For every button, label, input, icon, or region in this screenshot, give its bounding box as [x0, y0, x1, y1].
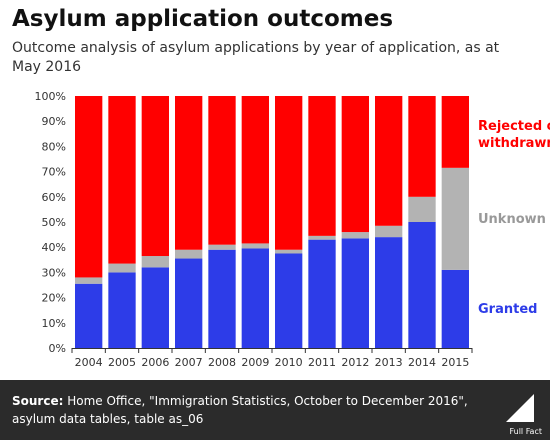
stacked-bar-chart: 0%10%20%30%40%50%60%70%80%90%100% 2004 20… [35, 90, 550, 369]
y-tick-label: 10% [42, 317, 66, 330]
y-tick-label: 30% [42, 266, 66, 279]
bar-segment-granted-2015 [441, 269, 469, 348]
bar-segment-rejected-or-withdrawn-2013 [375, 96, 403, 226]
bar-segment-rejected-or-withdrawn-2010 [275, 96, 303, 250]
x-tick-label: 2005 [108, 356, 136, 369]
footer: Source: Home Office, "Immigration Statis… [0, 380, 550, 440]
y-axis: 0% 10% 20% 30% 40% 50% 60% 70% 80% 90% 100% [35, 90, 66, 355]
y-tick-label: 60% [42, 191, 66, 204]
source-text: Home Office, "Immigration Statistics, Oc… [12, 394, 468, 426]
bar-segment-unknown-2004 [75, 277, 103, 284]
legend-label-rejected: Rejected or [478, 119, 550, 134]
source-label: Source: [12, 394, 64, 408]
bar-segment-granted-2007 [175, 258, 203, 348]
bar-segment-unknown-2011 [308, 235, 336, 240]
full-fact-logo-icon [506, 394, 534, 422]
bar-segment-granted-2013 [375, 237, 403, 348]
bar-segment-granted-2012 [341, 238, 369, 348]
bar-segment-unknown-2009 [241, 243, 269, 249]
bar-segment-unknown-2012 [341, 232, 369, 239]
bars [75, 96, 469, 348]
x-tick-label: 2010 [275, 356, 303, 369]
bar-segment-rejected-or-withdrawn-2011 [308, 96, 336, 236]
bar-segment-granted-2005 [108, 272, 136, 348]
bar-segment-rejected-or-withdrawn-2007 [175, 96, 203, 250]
bar-segment-unknown-2015 [441, 167, 469, 270]
bar-segment-unknown-2008 [208, 244, 236, 250]
x-tick-label: 2015 [441, 356, 469, 369]
x-tick-label: 2013 [375, 356, 403, 369]
bar-segment-unknown-2014 [408, 196, 436, 222]
bar-segment-rejected-or-withdrawn-2014 [408, 96, 436, 197]
bar-segment-rejected-or-withdrawn-2006 [141, 96, 169, 257]
y-tick-label: 80% [42, 140, 66, 153]
x-axis: 2004 2005 2006 2007 2008 2009 2010 2011 2012 2013… [71, 348, 473, 369]
y-tick-label: 0% [49, 342, 66, 355]
logo-text: Full Fact [509, 427, 542, 436]
bar-segment-rejected-or-withdrawn-2008 [208, 96, 236, 245]
x-tick-label: 2014 [408, 356, 436, 369]
bar-segment-granted-2008 [208, 249, 236, 348]
x-tick-label: 2006 [141, 356, 169, 369]
bar-segment-granted-2004 [75, 283, 103, 348]
legend-label-rejected: withdrawn [478, 136, 550, 151]
source-note: Source: Home Office, "Immigration Statis… [12, 392, 482, 428]
x-tick-label: 2008 [208, 356, 236, 369]
bar-segment-unknown-2013 [375, 225, 403, 238]
bar-segment-unknown-2006 [141, 256, 169, 268]
legend: Rejected or withdrawn Unknown Granted [478, 119, 550, 317]
bar-segment-rejected-or-withdrawn-2005 [108, 96, 136, 264]
bar-segment-rejected-or-withdrawn-2015 [441, 96, 469, 168]
bar-segment-granted-2011 [308, 239, 336, 348]
bar-segment-rejected-or-withdrawn-2004 [75, 96, 103, 278]
y-tick-label: 100% [35, 90, 66, 103]
bar-segment-rejected-or-withdrawn-2009 [241, 96, 269, 244]
y-tick-label: 70% [42, 166, 66, 179]
x-tick-label: 2007 [175, 356, 203, 369]
y-tick-label: 90% [42, 115, 66, 128]
bar-segment-granted-2006 [141, 267, 169, 348]
x-tick-label: 2011 [308, 356, 336, 369]
bar-segment-rejected-or-withdrawn-2012 [341, 96, 369, 233]
bar-segment-granted-2009 [241, 248, 269, 348]
legend-label-unknown: Unknown [478, 212, 546, 227]
bar-segment-unknown-2010 [275, 249, 303, 254]
bar-segment-granted-2010 [275, 253, 303, 348]
y-tick-label: 50% [42, 216, 66, 229]
x-tick-label: 2012 [341, 356, 369, 369]
y-tick-label: 20% [42, 292, 66, 305]
bar-segment-granted-2014 [408, 222, 436, 348]
legend-label-granted: Granted [478, 302, 537, 317]
bar-segment-unknown-2007 [175, 249, 203, 259]
x-tick-label: 2004 [75, 356, 103, 369]
chart-subtitle: Outcome analysis of asylum applications … [12, 40, 500, 75]
chart-title: Asylum application outcomes [12, 6, 394, 32]
bar-segment-unknown-2005 [108, 263, 136, 273]
x-tick-label: 2009 [241, 356, 269, 369]
y-tick-label: 40% [42, 241, 66, 254]
